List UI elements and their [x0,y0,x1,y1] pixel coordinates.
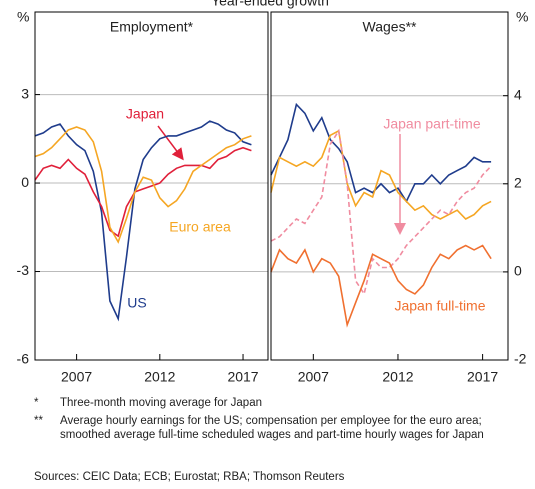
sources: Sources: CEIC Data; ECB; Eurostat; RBA; … [34,471,345,483]
note: ** Average hourly earnings for the US; co… [34,414,514,442]
series-line [270,102,492,204]
panel-title: Wages** [363,19,418,35]
series-line [270,244,492,328]
x-tick-label: 2017 [467,369,498,385]
note-marker: * [34,397,39,409]
series-line [270,128,492,296]
y-tick-label: -3 [17,262,30,278]
x-tick-label: 2012 [382,369,413,385]
y-tick-label: 4 [514,86,522,102]
y-tick-label: 2 [514,175,522,191]
series-label: Japan part-time [383,116,480,132]
notes: * Three-month moving average for Japan **… [34,396,514,446]
plot-frame [34,11,269,361]
series-line [34,126,252,244]
arrow [157,125,184,161]
y-tick-label: -6 [17,351,30,367]
series-label: US [127,295,146,311]
series-label: Japan [126,106,164,122]
panel-title: Employment* [110,19,194,35]
series-line [34,120,252,322]
x-tick-label: 2007 [61,369,92,385]
series-line [270,129,492,220]
y-tick-label: 0 [514,263,522,279]
series-line [34,146,252,238]
y-unit: % [516,9,528,25]
series-label: Japan full-time [394,298,485,314]
y-tick-label: -2 [514,351,527,367]
y-tick-label: 3 [21,85,29,101]
x-tick-label: 2007 [298,369,329,385]
note-marker: ** [34,415,43,427]
note-text: Average hourly earnings for the US; comp… [60,415,484,441]
plot-frame [270,11,509,361]
x-tick-label: 2012 [144,369,175,385]
y-unit: % [17,9,29,25]
series-label: Euro area [169,219,231,235]
note: * Three-month moving average for Japan [34,396,514,410]
chart-title: Year-ended growth [211,0,329,9]
chart: Year-ended growth -6 -3 0 3% 2007 2012 2017 Emp… [17,0,529,385]
y-tick-label: 0 [21,174,29,190]
x-tick-label: 2017 [227,369,258,385]
note-text: Three-month moving average for Japan [60,397,262,409]
